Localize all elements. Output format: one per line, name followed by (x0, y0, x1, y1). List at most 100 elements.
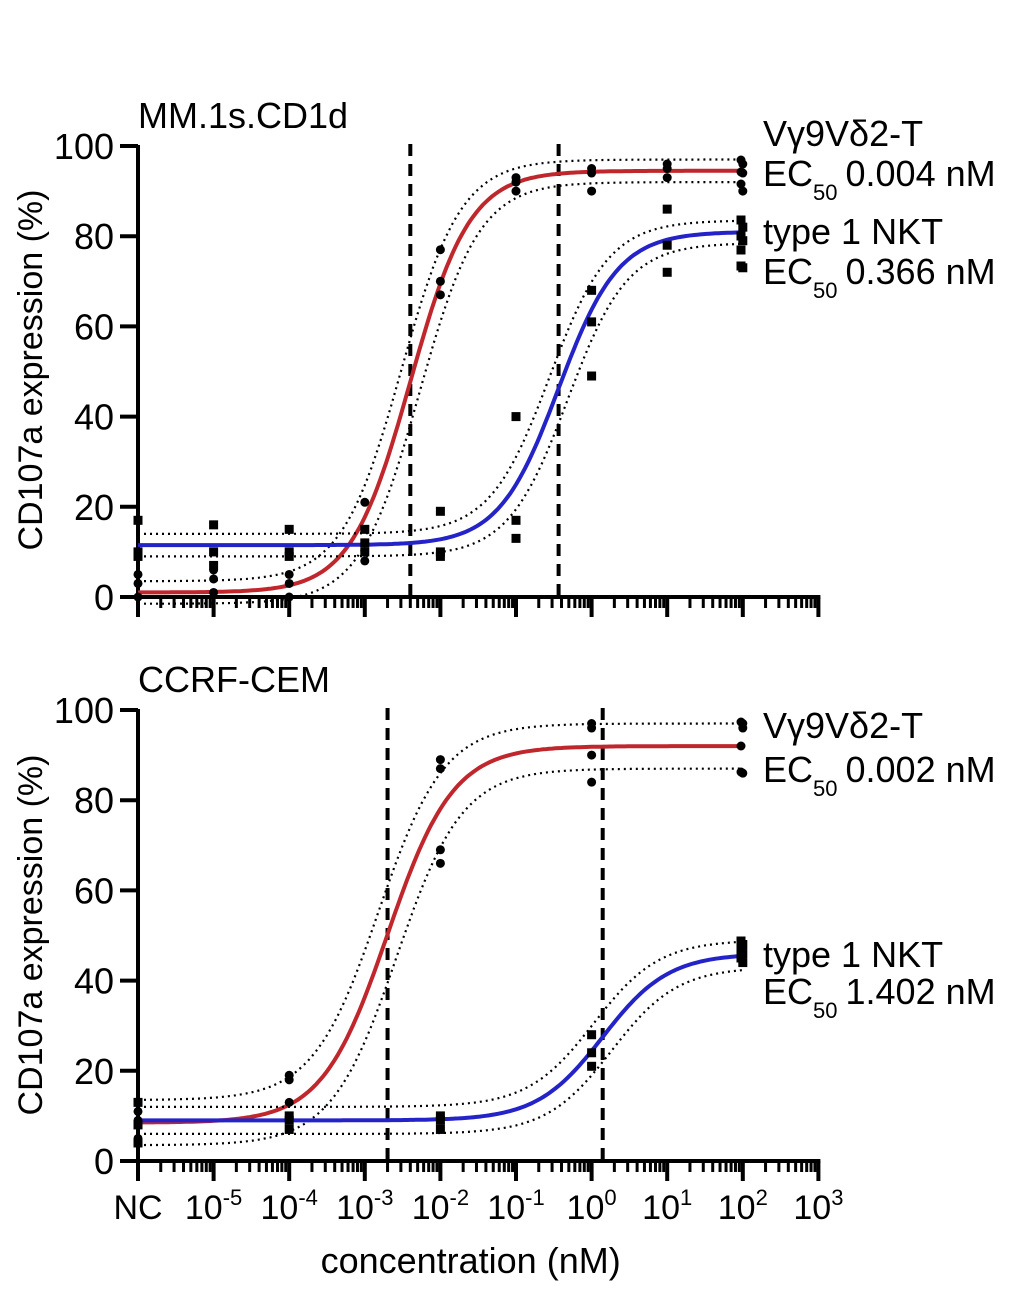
data-point (284, 551, 294, 561)
chart-panel-2: CCRF-CEM CD107a expression (%) 0 20 40 60 80 10… (12, 659, 996, 1281)
data-point (284, 547, 294, 557)
confidence-band-lower (138, 242, 743, 558)
data-point (284, 1124, 294, 1134)
data-point (209, 560, 219, 570)
y-tick-label: 40 (74, 961, 114, 1002)
chart-title: CCRF-CEM (138, 659, 330, 700)
data-point (662, 204, 672, 214)
data-point (209, 520, 219, 530)
data-point (284, 1115, 294, 1125)
legend-ec50: EC50 0.366 nM (763, 251, 996, 303)
data-point (133, 551, 143, 561)
chart-title: MM.1s.CD1d (138, 95, 348, 136)
fit-curve-nkt (138, 230, 743, 548)
x-tick-label: 101 (642, 1185, 692, 1227)
data-point (133, 569, 143, 579)
legend-marker (736, 155, 746, 165)
fit-curve-vg9vd2 (138, 744, 743, 1125)
data-point (587, 285, 597, 295)
data-point (435, 1111, 445, 1121)
data-point (662, 240, 672, 250)
data-point (511, 186, 521, 196)
data-point (587, 1030, 597, 1040)
legend-ec50: EC50 1.402 nM (763, 971, 996, 1023)
legend-marker (736, 179, 746, 189)
data-point (284, 578, 294, 588)
confidence-band-upper (137, 722, 743, 1101)
y-tick-label: 20 (74, 1051, 114, 1092)
y-axis-label: CD107a expression (%) (12, 755, 50, 1116)
legend-series-name: Vγ9Vδ2-T (763, 113, 923, 154)
data-point (435, 290, 445, 300)
data-point (435, 547, 445, 557)
data-point (587, 1048, 597, 1058)
data-point (284, 569, 294, 579)
y-axis-label: CD107a expression (%) (12, 190, 50, 551)
x-tick-label: 10-5 (185, 1185, 242, 1227)
legend-marker (736, 945, 746, 955)
chart-panel-1: MM.1s.CD1d CD107a expression (%) 0 20 40 60 80… (12, 95, 996, 618)
data-point (435, 506, 445, 516)
data-point (435, 245, 445, 255)
y-tick-label: 60 (74, 870, 114, 911)
data-point (133, 1106, 143, 1116)
data-point (435, 551, 445, 561)
data-point (435, 845, 445, 855)
data-point (284, 1097, 294, 1107)
data-point (511, 515, 521, 525)
x-tick-label: 10-4 (261, 1185, 318, 1227)
confidence-band-upper (138, 940, 743, 1108)
legend-series-name: type 1 NKT (763, 211, 943, 252)
data-point (662, 267, 672, 277)
data-point (587, 750, 597, 760)
data-point (284, 592, 294, 602)
confidence-band-lower (138, 969, 743, 1135)
legend-marker (736, 717, 746, 727)
data-point (587, 186, 597, 196)
x-tick-label: 102 (718, 1185, 768, 1227)
legend-marker (736, 167, 746, 177)
y-tick-label: 80 (74, 780, 114, 821)
y-tick-label: 40 (74, 397, 114, 438)
confidence-band-upper (137, 158, 743, 583)
legend-ec50: EC50 0.002 nM (763, 749, 996, 801)
y-tick-label: 100 (54, 126, 114, 167)
data-point (738, 222, 748, 232)
confidence-band-upper (138, 219, 743, 535)
data-point (587, 317, 597, 327)
data-point (209, 574, 219, 584)
x-tick-label: 10-3 (336, 1185, 393, 1227)
data-point (284, 524, 294, 534)
x-tick-label: 10-2 (412, 1185, 469, 1227)
data-point (209, 547, 219, 557)
data-point (511, 173, 521, 183)
data-point (587, 777, 597, 787)
legend-marker (736, 953, 746, 963)
fit-curve-vg9vd2 (138, 168, 743, 595)
data-point (133, 1120, 143, 1130)
data-point (435, 755, 445, 765)
legend-ec50: EC50 0.004 nM (763, 153, 996, 205)
data-point (435, 1124, 445, 1134)
data-point (284, 1111, 294, 1121)
legend-series-name: type 1 NKT (763, 934, 943, 975)
legend-marker (736, 767, 746, 777)
data-point (133, 1097, 143, 1107)
data-point (435, 1115, 445, 1125)
data-point (511, 412, 521, 422)
data-point (435, 764, 445, 774)
data-point (133, 592, 143, 602)
y-tick-label: 0 (94, 1141, 114, 1182)
data-point (360, 547, 370, 557)
x-tick-label: 100 (567, 1185, 617, 1227)
data-point (435, 858, 445, 868)
data-point (360, 524, 370, 534)
y-tick-label: 80 (74, 216, 114, 257)
data-point (360, 497, 370, 507)
data-point (435, 276, 445, 286)
data-point (738, 958, 748, 968)
data-point (662, 173, 672, 183)
x-tick-label: 103 (793, 1185, 843, 1227)
